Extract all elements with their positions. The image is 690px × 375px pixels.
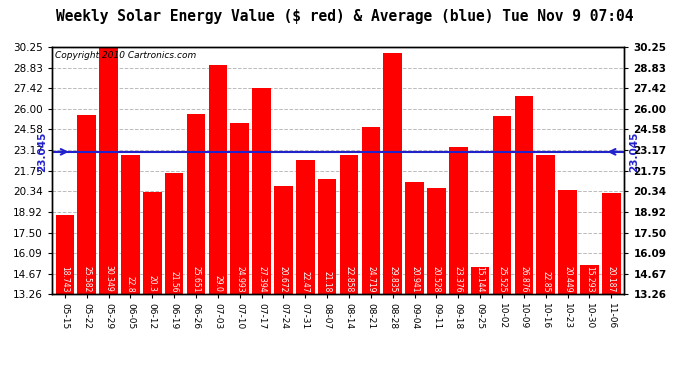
Text: 24.719: 24.719: [366, 266, 375, 292]
Text: Weekly Solar Energy Value ($ red) & Average (blue) Tue Nov 9 07:04: Weekly Solar Energy Value ($ red) & Aver…: [57, 9, 633, 24]
Bar: [515, 96, 533, 294]
Bar: [405, 183, 424, 294]
Bar: [449, 147, 468, 294]
Text: 18.743: 18.743: [60, 266, 70, 292]
Text: 20.3: 20.3: [148, 275, 157, 292]
Bar: [230, 123, 249, 294]
Bar: [362, 128, 380, 294]
Text: 30.349: 30.349: [104, 266, 113, 292]
Text: 24.993: 24.993: [235, 266, 244, 292]
Bar: [339, 154, 358, 294]
Text: 20.187: 20.187: [607, 266, 616, 292]
Bar: [56, 214, 74, 294]
Text: 29.835: 29.835: [388, 266, 397, 292]
Bar: [77, 115, 96, 294]
Bar: [143, 192, 161, 294]
Text: 25.525: 25.525: [497, 266, 506, 292]
Text: 29.0: 29.0: [213, 275, 222, 292]
Text: 25.582: 25.582: [82, 266, 91, 292]
Text: 21.18: 21.18: [323, 271, 332, 292]
Text: Copyright 2010 Cartronics.com: Copyright 2010 Cartronics.com: [55, 51, 196, 60]
Text: 15.293: 15.293: [585, 266, 594, 292]
Text: 27.394: 27.394: [257, 266, 266, 292]
Bar: [253, 88, 271, 294]
Text: 20.941: 20.941: [410, 266, 419, 292]
Bar: [558, 190, 577, 294]
Text: 23.376: 23.376: [454, 266, 463, 292]
Text: 20.449: 20.449: [563, 266, 572, 292]
Bar: [471, 267, 489, 294]
Bar: [536, 154, 555, 294]
Bar: [427, 189, 446, 294]
Text: 25.651: 25.651: [192, 266, 201, 292]
Bar: [208, 65, 227, 294]
Text: 22.85: 22.85: [541, 271, 550, 292]
Bar: [602, 194, 620, 294]
Bar: [99, 45, 118, 294]
Bar: [296, 160, 315, 294]
Text: 22.47: 22.47: [301, 271, 310, 292]
Bar: [121, 155, 140, 294]
Text: 20.672: 20.672: [279, 266, 288, 292]
Text: 21.56: 21.56: [170, 271, 179, 292]
Bar: [318, 179, 337, 294]
Text: 15.144: 15.144: [475, 266, 484, 292]
Bar: [274, 186, 293, 294]
Bar: [187, 114, 206, 294]
Text: 26.876: 26.876: [520, 266, 529, 292]
Text: 23.045: 23.045: [37, 132, 48, 172]
Bar: [580, 265, 599, 294]
Text: 23.045: 23.045: [629, 132, 639, 172]
Text: 22.858: 22.858: [344, 266, 353, 292]
Text: 20.528: 20.528: [432, 266, 441, 292]
Text: 22.8: 22.8: [126, 276, 135, 292]
Bar: [165, 174, 184, 294]
Bar: [493, 116, 511, 294]
Bar: [384, 53, 402, 294]
